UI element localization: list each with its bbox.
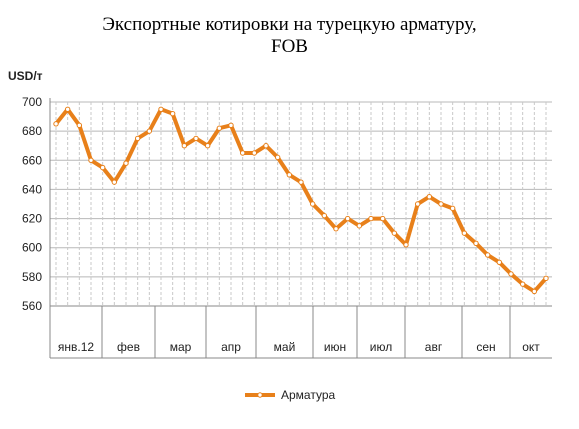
data-point <box>216 125 223 131</box>
x-tick-label: окт <box>522 340 540 354</box>
grid-lines <box>50 101 552 307</box>
data-point <box>449 205 456 212</box>
chart-title-line-2: FOB <box>271 36 308 57</box>
data-point <box>508 271 514 277</box>
y-tick-label: 700 <box>22 95 42 109</box>
x-tick-label: фев <box>117 340 140 354</box>
data-point <box>333 226 339 232</box>
y-tick-label: 580 <box>22 270 42 284</box>
legend-swatch-marker <box>257 392 263 398</box>
data-point <box>169 110 176 117</box>
data-point <box>134 135 141 142</box>
data-point <box>76 122 83 129</box>
data-point <box>53 121 59 127</box>
y-tick-label: 560 <box>22 299 42 313</box>
data-point <box>181 143 188 149</box>
x-tick-label: апр <box>221 340 241 354</box>
data-point <box>123 160 129 166</box>
data-point <box>438 201 444 207</box>
legend: Арматура <box>245 388 336 402</box>
data-point <box>379 215 386 222</box>
data-point <box>193 135 199 142</box>
y-tick-label: 600 <box>22 241 42 255</box>
x-tick-labels: янв.12 фев мар апр май июн июл авг сен окт <box>58 340 540 354</box>
x-tick-label: июл <box>370 340 392 354</box>
data-point <box>473 240 479 247</box>
y-tick-label: 660 <box>22 153 42 167</box>
y-axis-unit-label: USD/т <box>8 69 43 83</box>
data-point <box>519 281 526 287</box>
legend-label: Арматура <box>281 388 336 402</box>
data-point <box>461 230 468 236</box>
data-point <box>158 106 164 112</box>
chart-title-line-1: Экспортные котировки на турецкую арматур… <box>102 14 477 35</box>
data-point <box>531 288 538 295</box>
data-point <box>484 252 491 258</box>
data-point <box>88 157 94 163</box>
data-point <box>414 201 421 207</box>
y-tick-label: 640 <box>22 182 42 196</box>
data-point <box>298 179 304 185</box>
data-point <box>368 215 374 222</box>
data-point <box>64 106 71 112</box>
data-point <box>344 215 351 222</box>
data-point <box>426 194 433 200</box>
x-tick-label: янв.12 <box>58 340 95 354</box>
data-point <box>356 223 363 229</box>
x-tick-label: июн <box>324 340 346 354</box>
x-tick-label: сен <box>476 340 495 354</box>
data-point <box>543 275 549 282</box>
data-point <box>496 259 503 265</box>
y-tick-label: 680 <box>22 124 42 138</box>
data-point <box>274 154 281 161</box>
data-point <box>99 164 106 171</box>
data-point <box>403 242 409 248</box>
data-point <box>204 143 211 149</box>
chart-axes <box>49 98 552 359</box>
data-point <box>111 179 118 185</box>
series-layer <box>53 106 549 295</box>
data-point <box>391 230 398 236</box>
x-tick-label: мар <box>170 340 192 354</box>
data-point <box>309 201 316 207</box>
x-tick-label: авг <box>425 340 443 354</box>
data-point <box>251 150 258 156</box>
data-point <box>321 212 328 219</box>
data-point <box>146 128 153 134</box>
y-tick-labels: 560 580 600 620 640 660 680 700 <box>22 95 42 313</box>
y-tick-label: 620 <box>22 212 42 226</box>
data-point <box>228 122 234 129</box>
data-point <box>263 143 269 149</box>
data-point <box>286 172 293 178</box>
x-tick-label: май <box>274 340 296 354</box>
data-point <box>239 150 246 156</box>
